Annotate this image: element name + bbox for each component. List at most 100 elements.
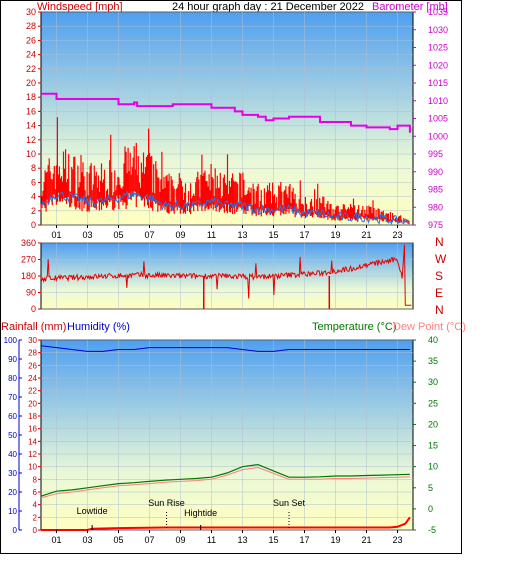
chart-title: 24 hour graph day : 21 December 2022 xyxy=(172,1,364,13)
wind-y-tick-label: 0 xyxy=(31,220,36,230)
wind-y-tick-label: 14 xyxy=(26,121,36,131)
wind-x-tick-label: 15 xyxy=(268,230,278,240)
barometer-line xyxy=(41,92,411,133)
direction-axis-left: 0 90 180 270 360 xyxy=(21,238,41,314)
rain-y-tick-label: 18 xyxy=(28,412,37,421)
compass-label: N xyxy=(435,303,444,317)
humidity-y-tick-label: 60 xyxy=(8,412,17,421)
barometer-line xyxy=(41,92,411,133)
humidity-y-tick-label: 0 xyxy=(13,526,18,535)
temp-y-tick-label: 25 xyxy=(428,398,438,408)
rain-y-tick-label: 0 xyxy=(33,526,38,535)
rain-y-tick-label: 16 xyxy=(28,425,37,434)
humidity-axis: 0 10 20 30 40 50 60 70 80 90 100 xyxy=(4,336,22,535)
baro-y-tick-label: 1005 xyxy=(428,114,448,124)
avg-wind-line xyxy=(40,189,410,225)
direction-y-tick-label: 90 xyxy=(26,288,36,298)
compass-label: N xyxy=(435,235,444,249)
temp-y-tick-label: 20 xyxy=(428,419,438,429)
humidity-y-tick-label: 70 xyxy=(8,393,17,402)
wind-y-tick-label: 22 xyxy=(26,64,36,74)
rain-y-tick-label: 14 xyxy=(28,437,37,446)
wind-y-tick-label: 6 xyxy=(31,177,36,187)
baro-y-tick-label: 1035 xyxy=(428,7,448,17)
baro-y-tick-label: 1020 xyxy=(428,60,448,70)
wind-x-tick-label: 11 xyxy=(207,230,216,240)
rainfall-line xyxy=(41,516,411,531)
direction-line xyxy=(40,244,412,309)
wind-y-tick-label: 16 xyxy=(26,106,36,116)
wind-x-tick-label: 13 xyxy=(237,230,247,240)
wind-y-tick-label: 12 xyxy=(26,135,36,145)
temperature-line xyxy=(40,463,410,497)
compass-label: S xyxy=(435,269,443,283)
wind-x-tick-label: 07 xyxy=(144,230,154,240)
wind-x-tick-label: 09 xyxy=(175,230,185,240)
humidity-y-tick-label: 20 xyxy=(8,488,17,497)
direction-line xyxy=(40,244,412,306)
temp-panel xyxy=(40,339,414,531)
baro-y-tick-label: 1015 xyxy=(428,78,448,88)
temp-x-tick-label: 23 xyxy=(392,535,402,545)
humidity-label: Humidity (%) xyxy=(67,321,130,333)
dewpoint-label: Dew Point (°C) xyxy=(393,321,466,333)
rain-y-tick-label: 12 xyxy=(28,450,37,459)
humidity-y-tick-label: 80 xyxy=(8,374,17,383)
temp-y-tick-label: 35 xyxy=(428,356,438,366)
rain-y-tick-label: 30 xyxy=(28,336,37,345)
wind-y-tick-label: 4 xyxy=(31,192,36,202)
humidity-y-tick-label: 100 xyxy=(4,336,18,345)
rain-y-tick-label: 28 xyxy=(28,349,37,358)
wind-x-tick-label: 05 xyxy=(113,230,123,240)
rain-y-tick-label: 4 xyxy=(33,501,38,510)
temp-lines xyxy=(40,345,411,531)
rain-y-tick-label: 10 xyxy=(28,463,37,472)
wind-y-tick-label: 26 xyxy=(26,35,36,45)
temp-y-tick-label: -5 xyxy=(428,525,436,535)
direction-y-tick-label: 180 xyxy=(21,271,36,281)
wind-y-tick-label: 18 xyxy=(26,92,36,102)
temperature-axis: -5 0 5 10 15 20 25 30 35 40 xyxy=(413,335,438,535)
wind-y-tick-label: 20 xyxy=(26,78,36,88)
humidity-y-tick-label: 40 xyxy=(8,450,17,459)
rain-y-tick-label: 8 xyxy=(33,475,38,484)
wind-y-tick-label: 28 xyxy=(26,21,36,31)
baro-y-tick-label: 990 xyxy=(428,167,443,177)
temp-y-tick-label: 15 xyxy=(428,441,438,451)
temp-x-tick-label: 07 xyxy=(144,535,154,545)
direction-y-tick-label: 360 xyxy=(21,238,36,248)
humidity-y-tick-label: 10 xyxy=(8,507,17,516)
dewpoint-line xyxy=(40,466,410,499)
temp-x-tick-label: 05 xyxy=(113,535,123,545)
temp-y-tick-label: 40 xyxy=(428,335,438,345)
rain-y-tick-label: 24 xyxy=(28,374,37,383)
wind-x-tick-label: 21 xyxy=(361,230,371,240)
wind-x-axis: 01 03 05 07 09 11 13 15 17 19 21 23 xyxy=(51,225,403,240)
temp-x-tick-label: 21 xyxy=(361,535,371,545)
baro-y-tick-label: 980 xyxy=(428,202,443,212)
temp-x-tick-label: 17 xyxy=(299,535,309,545)
baro-y-tick-label: 1010 xyxy=(428,96,448,106)
temp-grid xyxy=(41,339,413,531)
direction-y-tick-label: 0 xyxy=(31,304,36,314)
rain-y-tick-label: 26 xyxy=(28,361,37,370)
baro-y-tick-label: 1030 xyxy=(428,25,448,35)
direction-y-tick-label: 270 xyxy=(21,255,36,265)
rain-y-tick-label: 22 xyxy=(28,387,37,396)
wind-x-tick-label: 19 xyxy=(330,230,340,240)
temp-x-tick-label: 15 xyxy=(268,535,278,545)
wind-x-tick-label: 03 xyxy=(82,230,92,240)
temp-x-tick-label: 03 xyxy=(82,535,92,545)
temp-y-tick-label: 10 xyxy=(428,462,438,472)
wind-y-tick-label: 2 xyxy=(31,206,36,216)
temp-x-tick-label: 09 xyxy=(175,535,185,545)
humidity-y-tick-label: 30 xyxy=(8,469,17,478)
event-marker-label: Hightide xyxy=(184,508,217,518)
baro-axis-right: 975 980 985 990 995 1000 1005 1010 1015 1020 1025 1… xyxy=(413,7,448,230)
compass-label: E xyxy=(435,286,443,300)
temp-x-tick-label: 19 xyxy=(330,535,340,545)
